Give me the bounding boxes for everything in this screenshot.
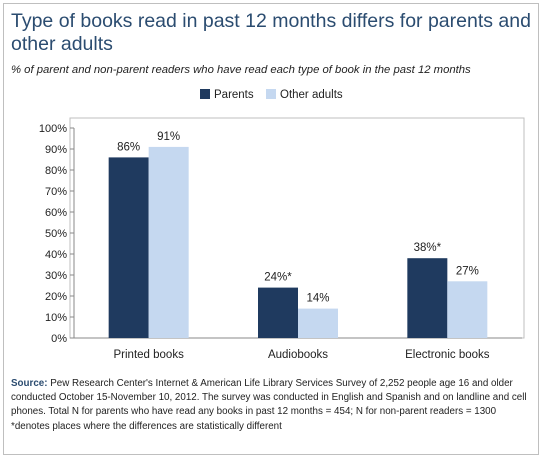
bar-parents	[407, 258, 448, 338]
data-label: 91%	[157, 131, 180, 143]
bar-other-adults	[148, 146, 189, 338]
x-category-label: Electronic books	[405, 349, 490, 361]
legend-label: Parents	[214, 89, 254, 101]
data-label: 14%	[306, 293, 329, 305]
y-tick-label: 50%	[45, 228, 67, 240]
bar-parents	[108, 157, 149, 338]
y-tick-label: 90%	[45, 144, 67, 156]
x-category-label: Audiobooks	[268, 349, 328, 361]
legend-swatch	[266, 89, 276, 99]
source-text: Pew Research Center's Internet & America…	[11, 378, 527, 418]
y-tick-label: 10%	[45, 312, 67, 324]
chart-subtitle: % of parent and non-parent readers who h…	[11, 64, 471, 76]
bar-other-adults	[447, 281, 488, 338]
legend-label: Other adults	[280, 89, 343, 101]
data-label: 24%*	[264, 272, 292, 284]
chart-frame	[3, 3, 539, 455]
y-tick-label: 30%	[45, 270, 67, 282]
data-label: 86%	[117, 141, 140, 153]
legend-swatch	[200, 89, 210, 99]
y-tick-label: 70%	[45, 186, 67, 198]
y-tick-label: 20%	[45, 291, 67, 303]
bar-other-adults	[298, 308, 338, 338]
bar-parents	[258, 287, 298, 338]
footnote: *denotes places where the differences ar…	[11, 420, 282, 432]
y-tick-label: 100%	[39, 123, 67, 135]
x-category-label: Printed books	[114, 349, 185, 361]
source-label: Source:	[11, 378, 48, 389]
data-label: 38%*	[414, 242, 442, 254]
data-label: 27%	[456, 265, 479, 277]
y-tick-label: 80%	[45, 165, 67, 177]
y-tick-label: 0%	[51, 333, 67, 345]
y-tick-label: 60%	[45, 207, 67, 219]
source-note: Source: Pew Research Center's Internet &…	[11, 377, 533, 434]
chart-title: Type of books read in past 12 months dif…	[11, 10, 531, 55]
y-tick-label: 40%	[45, 249, 67, 261]
